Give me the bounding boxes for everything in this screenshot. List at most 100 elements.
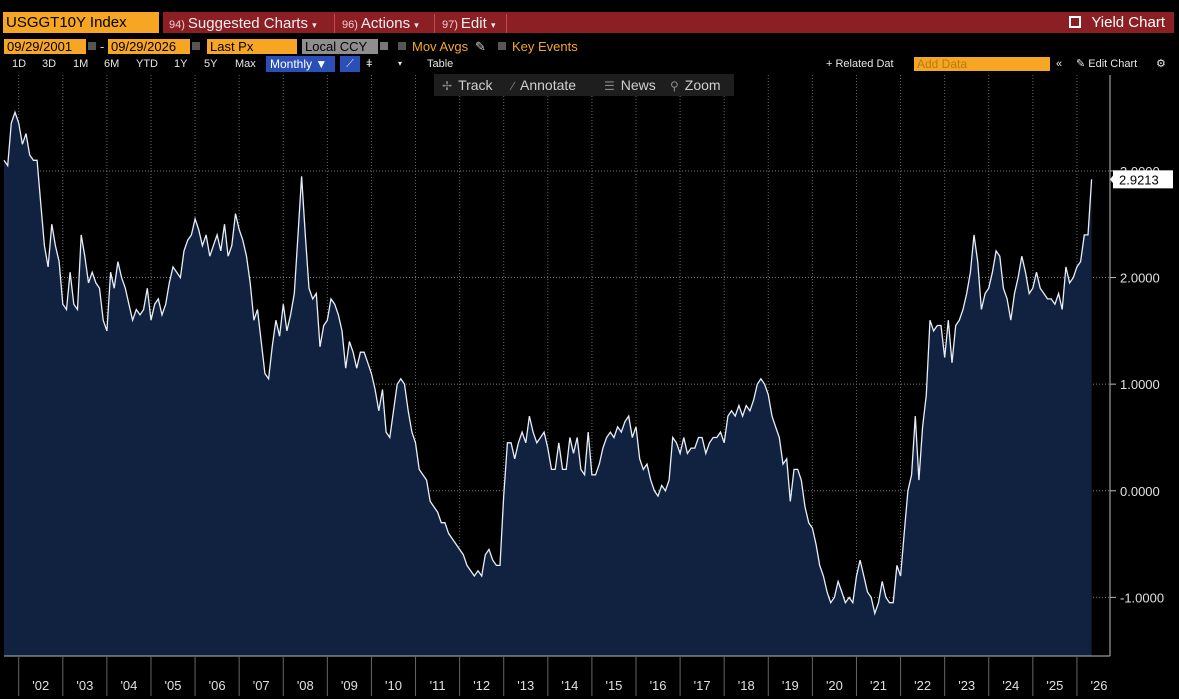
x-tick-label: '18 [738, 678, 755, 693]
menu-divider [434, 14, 435, 33]
menu-number: 97) [442, 19, 458, 31]
dropdown-arrow-icon[interactable] [380, 42, 388, 50]
range-bar: 1D 3D 1M 6M YTD 1Y 5Y Max Monthly ▼ ⟋ ǂ … [0, 56, 1179, 73]
menu-label: Actions [360, 15, 411, 32]
x-tick-label: '23 [958, 678, 975, 693]
menu-label: Suggested Charts [187, 15, 308, 32]
key-events-checkbox[interactable] [498, 42, 506, 50]
pencil-icon: ∕ [512, 79, 515, 93]
x-tick-label: '07 [253, 678, 270, 693]
frequency-select[interactable]: Monthly ▼ [266, 56, 335, 72]
x-tick-labels: '02 '03 '04 '05 '06 '07 '08 '09 '10 '11 '12 '13 '14 '… [18, 656, 1108, 696]
x-tick-label: '22 [914, 678, 931, 693]
x-tick-label: '02 [32, 678, 49, 693]
x-tick-label: '11 [430, 678, 446, 693]
last-value-box [1113, 170, 1173, 189]
edit-chart-button[interactable]: ✎ Edit Chart [1076, 58, 1138, 70]
dropdown-arrow-icon: ▾ [312, 20, 317, 30]
x-tick-label: '09 [341, 678, 358, 693]
price-field-select[interactable]: Last Px [207, 39, 297, 54]
zoom-label: Zoom [684, 77, 721, 93]
range-3d[interactable]: 3D [42, 58, 57, 70]
menu-label: Edit [460, 15, 487, 32]
axes [4, 75, 1111, 657]
x-tick-label: '15 [605, 678, 622, 693]
x-tick-label: '26 [1091, 678, 1108, 693]
add-data-input[interactable]: Add Data [914, 57, 1050, 71]
menu-divider [506, 14, 507, 33]
suggested-charts-menu[interactable]: 94) Suggested Charts ▾ [165, 13, 321, 34]
x-tick-label: '12 [473, 678, 490, 693]
x-tick-label: '19 [782, 678, 799, 693]
range-5y[interactable]: 5Y [204, 58, 218, 70]
y-tick-label: 1.0000 [1120, 377, 1160, 392]
x-tick-label: '14 [561, 678, 578, 693]
pencil-icon[interactable]: ✎ [475, 39, 486, 54]
last-value-label: 2.9213 [1110, 170, 1173, 189]
yield-chart-title[interactable]: Yield Chart [1069, 12, 1165, 33]
ticker-field[interactable]: USGGT10Y Index [3, 12, 159, 33]
track-button[interactable]: ✢ Track [442, 74, 493, 96]
zoom-button[interactable]: ⚲ Zoom [670, 74, 721, 96]
start-date-field[interactable]: 09/29/2001 [4, 39, 86, 54]
key-events-label: Key Events [512, 39, 578, 54]
dropdown-arrow-icon[interactable]: ▾ [398, 59, 403, 68]
gear-icon[interactable]: ⚙ [1156, 58, 1166, 70]
magnifier-icon: ⚲ [670, 79, 679, 93]
mov-avgs-checkbox[interactable] [398, 42, 406, 50]
range-1m[interactable]: 1M [73, 58, 89, 70]
x-tick-label: '04 [120, 678, 137, 693]
bar-type-icon[interactable]: ǂ [366, 58, 373, 70]
news-label: News [620, 77, 656, 93]
news-icon: ☰ [604, 79, 615, 93]
collapse-icon[interactable]: « [1056, 58, 1063, 70]
x-tick-label: '05 [165, 678, 182, 693]
menu-divider [334, 14, 335, 33]
menu-number: 94) [169, 19, 185, 31]
series-line [3, 110, 1093, 616]
y-tick-label: 2.0000 [1120, 271, 1160, 286]
y-tick-label: -1.0000 [1120, 590, 1164, 605]
x-tick-label: '08 [297, 678, 314, 693]
track-label: Track [458, 77, 493, 93]
edit-menu[interactable]: 97) Edit ▾ [438, 13, 499, 34]
range-max[interactable]: Max [235, 58, 256, 70]
dropdown-arrow-icon: ▾ [414, 20, 419, 30]
x-tick-label: '24 [1002, 678, 1019, 693]
range-6m[interactable]: 6M [104, 58, 120, 70]
line-chart-icon[interactable]: ⟋ [340, 56, 360, 72]
menu-bar: USGGT10Y Index 94) Suggested Charts ▾ 96)… [0, 11, 1179, 34]
x-tick-label: '20 [826, 678, 843, 693]
x-tick-label: '21 [870, 678, 887, 693]
x-tick-label: '03 [76, 678, 93, 693]
function-bar: 94) Suggested Charts ▾ 96) Actions ▾ 97) Ed… [163, 12, 1174, 33]
calendar-icon[interactable] [88, 42, 96, 50]
range-ytd[interactable]: YTD [136, 58, 158, 70]
range-1y[interactable]: 1Y [174, 58, 188, 70]
calendar-icon[interactable] [192, 42, 200, 50]
chart-title-text: Yield Chart [1091, 14, 1165, 31]
date-separator: - [100, 39, 105, 54]
actions-menu[interactable]: 96) Actions ▾ [338, 13, 423, 34]
annotate-button[interactable]: ∕ Annotate [512, 74, 576, 96]
settings-bar: 09/29/2001 - 09/29/2026 Last Px Local CC… [0, 38, 1179, 56]
x-tick-label: '17 [694, 678, 711, 693]
table-button[interactable]: Table [427, 58, 454, 70]
last-value-text: 2.9213 [1119, 172, 1159, 187]
range-1d[interactable]: 1D [12, 58, 27, 70]
end-date-field[interactable]: 09/29/2026 [108, 39, 190, 54]
y-tick-label: 0.0000 [1120, 484, 1160, 499]
series-area [4, 112, 1092, 657]
popout-icon [1069, 16, 1082, 28]
mov-avgs-label: Mov Avgs [412, 39, 469, 54]
x-tick-label: '06 [209, 678, 226, 693]
crosshair-icon: ✢ [442, 79, 453, 93]
x-tick-label: '13 [517, 678, 534, 693]
currency-select[interactable]: Local CCY [302, 39, 378, 54]
annotate-label: Annotate [520, 77, 577, 93]
x-tick-label: '16 [650, 678, 667, 693]
news-button[interactable]: ☰ News [604, 74, 656, 96]
related-data-button[interactable]: + Related Dat [826, 58, 894, 70]
